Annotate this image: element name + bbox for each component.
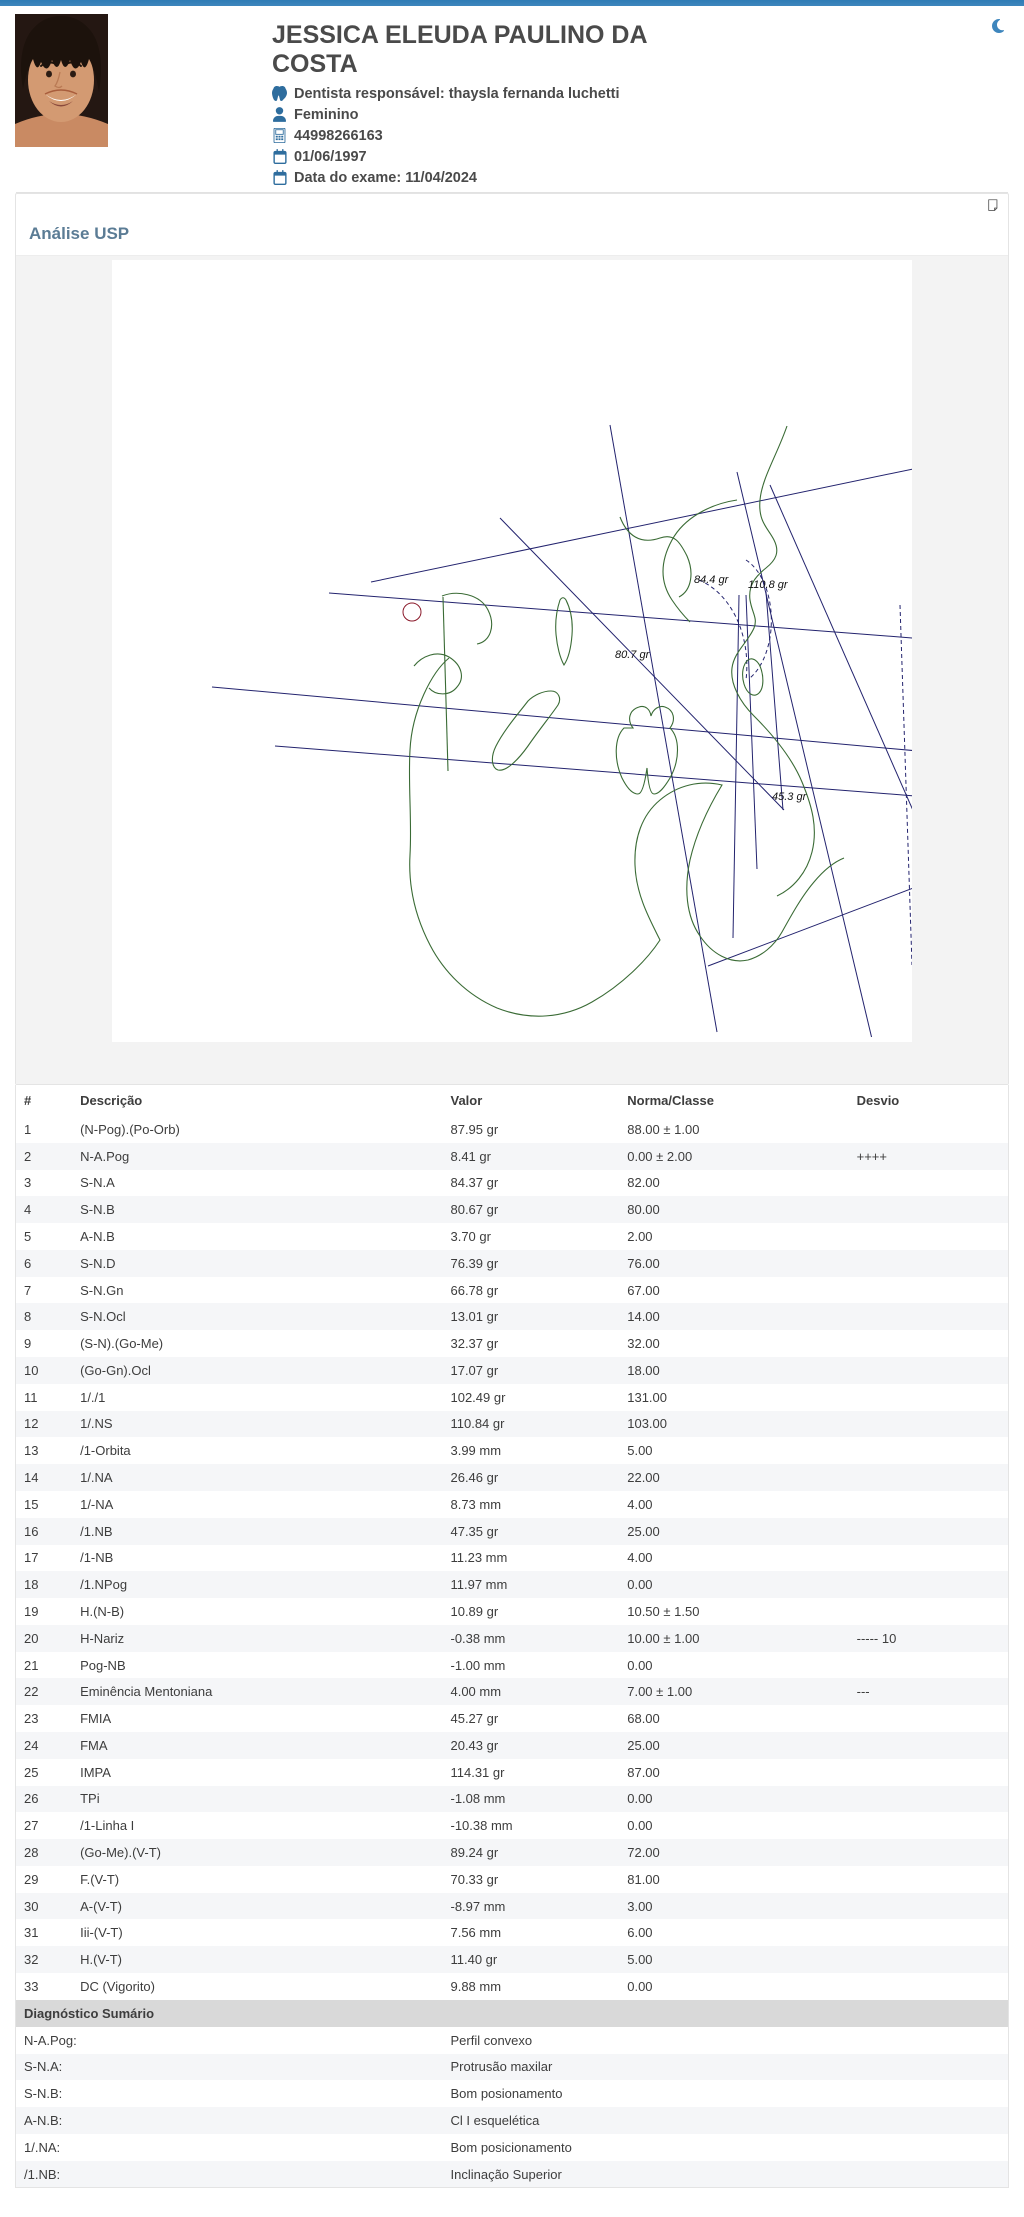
svg-text:45.3 gr: 45.3 gr (772, 791, 808, 803)
svg-text:84.4 gr: 84.4 gr (694, 574, 730, 586)
svg-text:110.8 gr: 110.8 gr (748, 579, 789, 591)
svg-text:80.7 gr: 80.7 gr (615, 649, 651, 661)
